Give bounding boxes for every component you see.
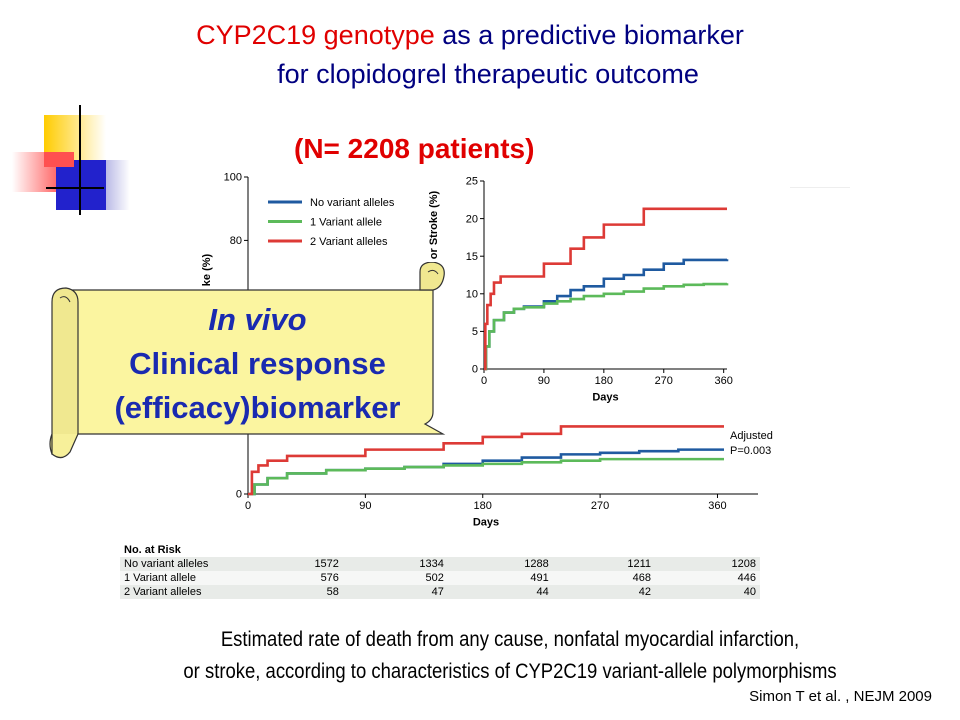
callout-line3: (efficacy)biomarker [114,390,401,425]
series-line-one-variant [484,282,729,371]
y-tick-label: 0 [236,489,242,501]
title-blue-part: as a predictive biomarker [434,20,744,50]
figure-caption: Estimated rate of death from any cause, … [149,624,871,688]
risk-cell: 576 [320,572,339,584]
y-tick-label: 15 [466,251,478,263]
x-tick-label: 270 [591,500,609,512]
risk-cell: 468 [632,572,652,584]
risk-cell: 47 [431,586,444,598]
y-tick-label: 0 [472,364,478,376]
x-tick-label: 180 [595,375,613,387]
legend-label-no-variant: No variant alleles [310,197,395,209]
scroll-left-bottom [51,433,79,459]
scroll-callout [49,262,446,459]
x-tick-label: 360 [714,375,732,387]
x-tick-label: 180 [474,500,492,512]
risk-row-label: 1 Variant allele [124,572,196,584]
risk-table: No. at Risk No variant alleles 1572 1334… [120,543,760,599]
y-tick-label: 100 [224,172,242,184]
risk-cell: 58 [326,586,339,598]
table-row: 2 Variant alleles 58 47 44 42 40 [120,585,760,599]
x-tick-label: 90 [359,500,371,512]
scroll-left-curl [49,287,79,455]
p-value-annotation: P=0.003 [730,445,771,457]
risk-cell: 446 [737,572,756,584]
p-value-annotation: Adjusted [730,430,773,442]
callout-line1: In vivo [208,302,307,337]
table-row: 1 Variant allele 576 502 491 468 446 [120,571,760,585]
series-line-two-variant [484,207,727,371]
risk-cell: 1208 [731,558,756,570]
callout-text: In vivo Clinical response (efficacy)biom… [75,298,440,430]
scroll-body [67,289,446,435]
x-axis-label: Days [592,392,618,404]
legend-label-two-variant: 2 Variant alleles [310,236,388,248]
y-tick-label: 80 [230,235,242,247]
scroll-curl-detail [427,269,439,275]
y-axis-label: ke (%) [201,253,213,286]
x-tick-label: 270 [655,375,673,387]
citation: Simon T et al. , NEJM 2009 [749,688,932,705]
callout-line2: Clinical response [129,346,386,381]
risk-table-header: No. at Risk [124,544,181,556]
scroll-left-detail [59,296,71,303]
y-axis-label: or Stroke (%) [428,190,440,259]
y-tick-label: 5 [472,326,478,338]
risk-cell: 44 [536,586,549,598]
y-tick-label: 25 [466,176,478,188]
risk-cell: 1572 [314,558,339,570]
series-line-one-variant [248,457,724,496]
title-red-part: CYP2C19 genotype [196,20,435,50]
risk-row-label: No variant alleles [124,558,209,570]
stray-line [790,187,850,188]
x-axis-label: Days [473,517,499,529]
y-tick-label: 10 [466,288,478,300]
risk-row-label: 2 Variant alleles [124,586,202,598]
slide-title-line1: CYP2C19 genotype as a predictive biomark… [0,20,940,51]
legend-label-one-variant: 1 Variant allele [310,217,382,229]
risk-cell: 42 [638,586,652,598]
y-tick-label: 20 [466,213,478,225]
decorative-squares [0,100,140,220]
scroll-top-curl [419,262,445,291]
risk-cell: 1288 [524,558,549,570]
risk-cell: 40 [743,586,756,598]
risk-cell: 502 [425,572,444,584]
x-tick-label: 0 [481,375,487,387]
risk-cell: 1211 [627,558,652,570]
series-line-two-variant [248,425,724,496]
table-row: No variant alleles 1572 1334 1288 1211 1… [120,557,760,571]
slide-subtitle: (N= 2208 patients) [294,133,535,164]
slide-title-line2: for clopidogrel therapeutic outcome [277,59,699,89]
x-tick-label: 360 [708,500,726,512]
risk-cell: 1334 [419,558,444,570]
x-tick-label: 0 [245,500,251,512]
risk-cell: 491 [530,572,549,584]
x-tick-label: 90 [538,375,550,387]
inset-chart: 0 90 180 270 360 0 5 10 15 20 25 Days or Stroke (%) [428,170,740,420]
caption-line1: Estimated rate of death from any cause, … [220,628,800,651]
caption-line2: or stroke, according to characteristics … [183,660,837,683]
